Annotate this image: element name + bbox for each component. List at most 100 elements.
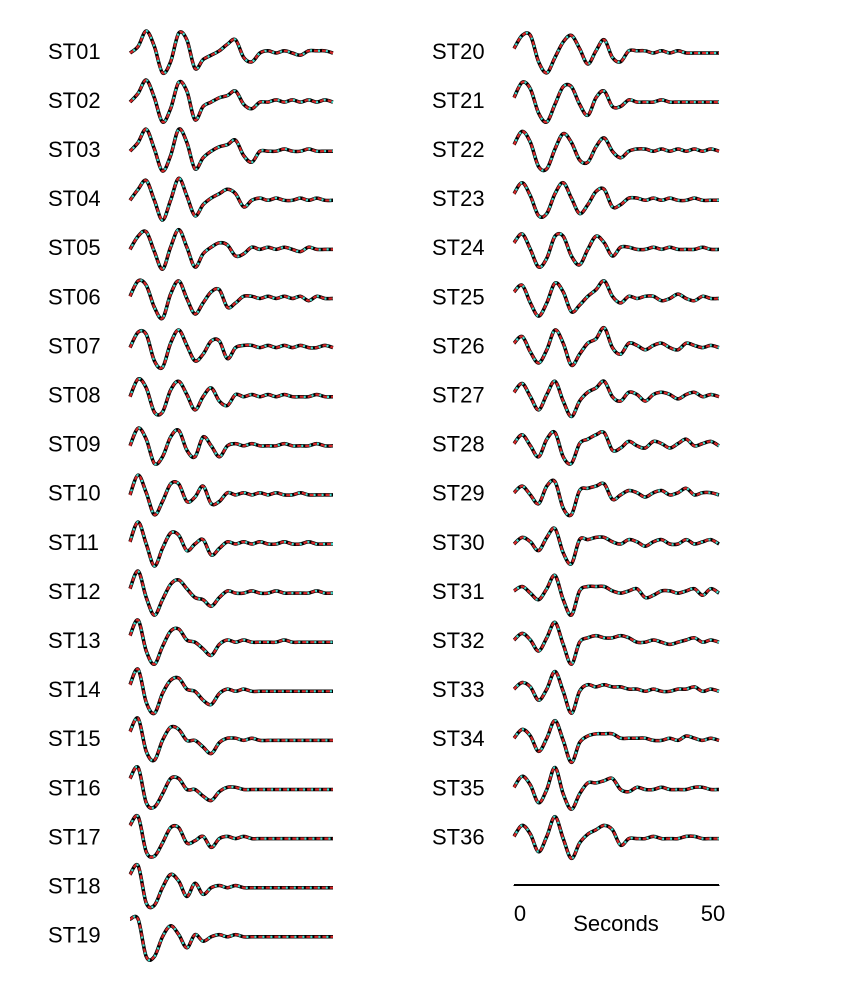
trace-cyan (513, 719, 720, 764)
trace-red (128, 474, 333, 516)
trace-red (129, 765, 333, 810)
trace-red (129, 716, 333, 762)
trace-cyan (129, 328, 334, 370)
station-label: ST28 (432, 432, 485, 457)
trace-cyan (513, 479, 720, 517)
trace-red (513, 574, 720, 617)
trace-red (513, 181, 719, 219)
trace-red (128, 520, 333, 568)
trace-cyan (128, 520, 333, 568)
station-label: ST01 (48, 39, 101, 64)
trace-black (128, 716, 333, 763)
station-label: ST13 (48, 628, 101, 653)
trace-black (128, 569, 334, 617)
trace-red (513, 526, 720, 566)
trace-red (129, 79, 334, 124)
trace-cyan (128, 427, 334, 466)
trace-black (512, 325, 720, 368)
trace-cyan (129, 863, 333, 909)
station-label: ST10 (48, 481, 101, 506)
trace-cyan (513, 31, 719, 74)
trace-cyan (513, 526, 720, 566)
trace-red (129, 127, 333, 173)
x-tick-label: 0 (514, 901, 526, 926)
trace-black (128, 520, 333, 568)
station-label: ST05 (48, 235, 101, 260)
trace-cyan (128, 618, 333, 666)
trace-red (513, 621, 720, 666)
x-axis-label: Seconds (573, 911, 659, 936)
trace-black (128, 328, 334, 371)
station-label: ST20 (432, 39, 485, 64)
station-label: ST04 (48, 186, 101, 211)
trace-red (129, 279, 334, 320)
trace-cyan (128, 474, 333, 516)
station-label: ST27 (432, 383, 485, 408)
trace-cyan (513, 232, 720, 269)
station-label: ST24 (432, 235, 485, 260)
trace-black (512, 429, 720, 466)
station-label: ST23 (432, 186, 485, 211)
trace-black (512, 669, 720, 716)
station-label: ST16 (48, 775, 101, 800)
trace-cyan (513, 80, 719, 124)
trace-cyan (513, 621, 720, 666)
trace-cyan (129, 228, 333, 271)
trace-red (513, 279, 720, 318)
trace-cyan (129, 279, 334, 320)
station-label: ST31 (432, 579, 485, 604)
trace-cyan (128, 569, 334, 617)
trace-red (513, 815, 719, 860)
station-label: ST12 (48, 579, 101, 604)
station-label: ST34 (432, 726, 485, 751)
trace-black (512, 379, 720, 419)
trace-cyan (513, 326, 720, 367)
station-label: ST26 (432, 333, 485, 358)
trace-red (129, 328, 334, 370)
trace-black (128, 473, 333, 517)
trace-red (513, 670, 720, 715)
station-label: ST14 (48, 677, 101, 702)
x-tick-label: 50 (701, 901, 725, 926)
trace-red (129, 29, 334, 75)
trace-cyan (513, 766, 720, 811)
trace-cyan (513, 279, 720, 318)
trace-red (513, 766, 720, 811)
trace-red (129, 915, 333, 962)
trace-red (513, 80, 719, 124)
trace-black (512, 180, 719, 219)
trace-red (513, 719, 720, 764)
station-label: ST33 (432, 677, 485, 702)
station-label: ST06 (48, 284, 101, 309)
trace-black (128, 618, 333, 666)
station-label: ST22 (432, 137, 485, 162)
trace-cyan (129, 915, 333, 962)
trace-black (512, 80, 719, 124)
trace-red (513, 31, 719, 74)
station-label: ST18 (48, 874, 101, 899)
trace-red (129, 863, 333, 909)
trace-red (513, 479, 720, 517)
station-label: ST15 (48, 726, 101, 751)
trace-cyan (129, 177, 334, 222)
trace-red (513, 326, 720, 367)
trace-cyan (129, 716, 333, 762)
trace-black (128, 278, 334, 321)
station-label: ST25 (432, 284, 485, 309)
station-label: ST35 (432, 775, 485, 800)
trace-red (128, 667, 333, 715)
station-label: ST32 (432, 628, 485, 653)
station-label: ST03 (48, 137, 101, 162)
trace-black (512, 526, 720, 566)
station-label: ST09 (48, 432, 101, 457)
trace-cyan (128, 377, 334, 417)
trace-cyan (513, 430, 720, 466)
trace-red (129, 228, 333, 271)
trace-cyan (128, 667, 333, 715)
trace-black (513, 573, 720, 617)
station-label: ST29 (432, 481, 485, 506)
trace-red (128, 427, 334, 466)
trace-red (513, 232, 720, 269)
